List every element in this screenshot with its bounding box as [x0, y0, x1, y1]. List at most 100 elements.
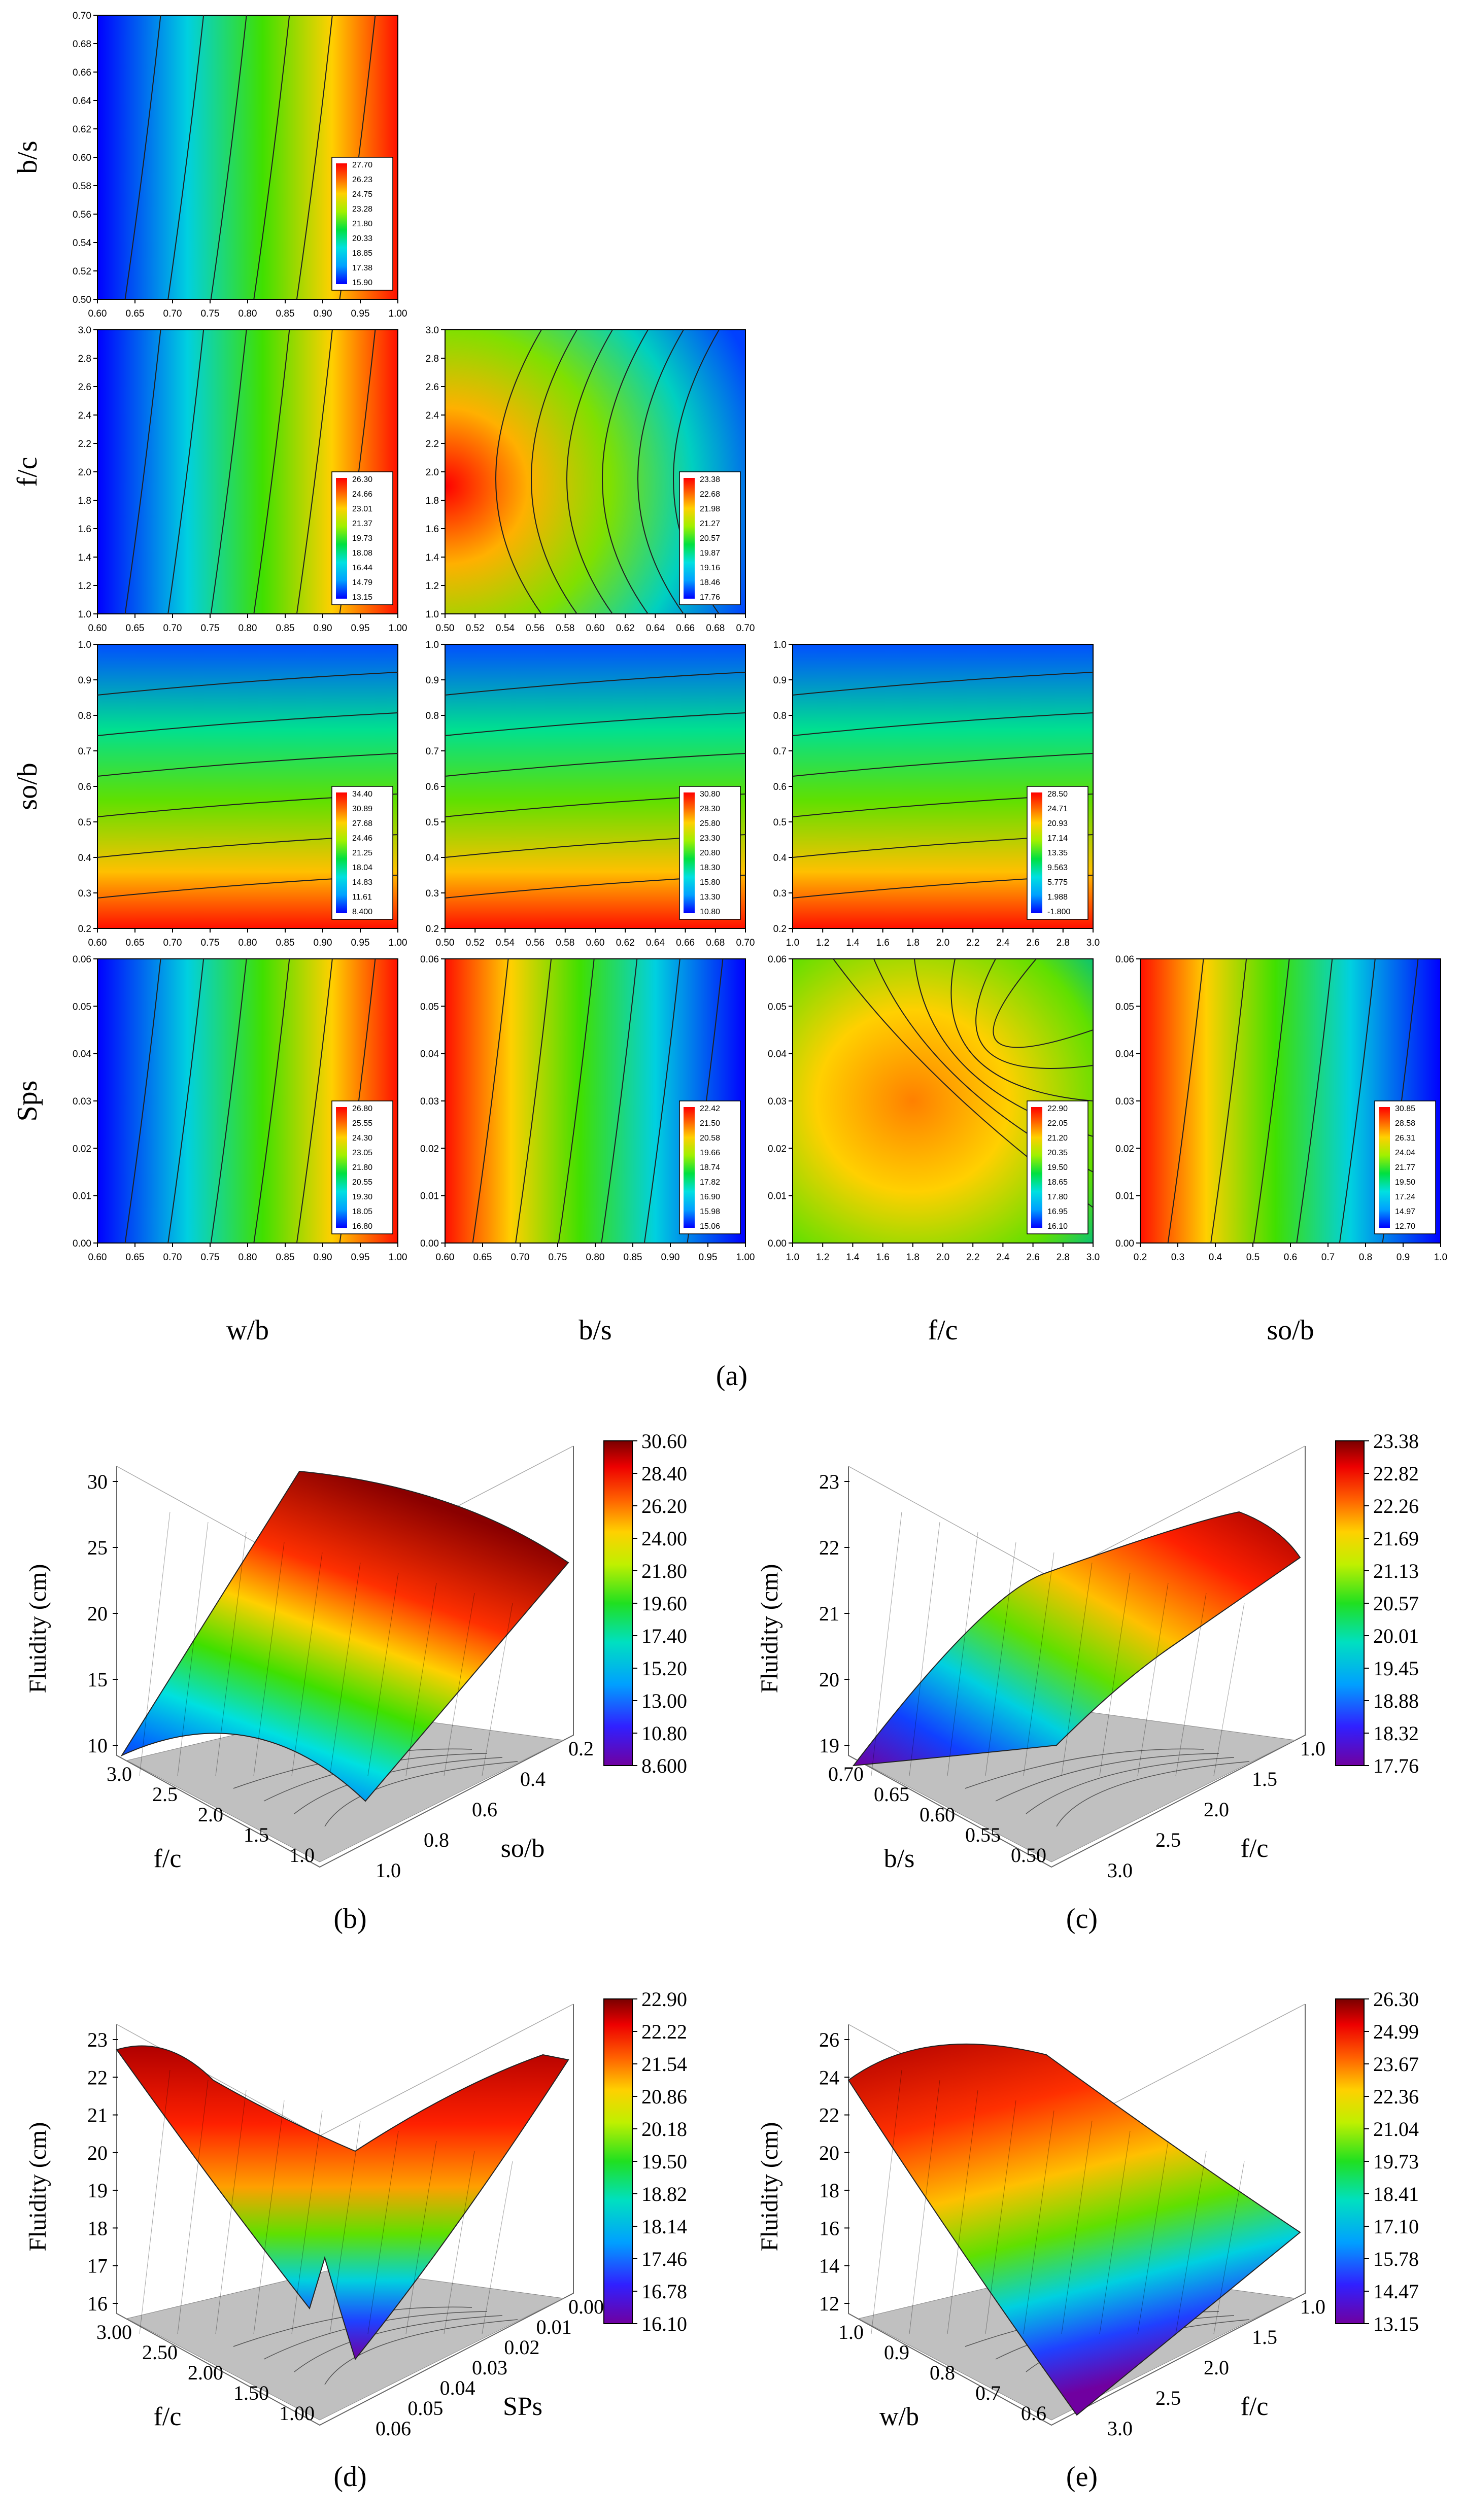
response-surface [847, 2043, 1301, 2416]
y-tick-label: 0.06 [376, 2417, 411, 2440]
legend-colorbar [684, 478, 695, 599]
mesh-line [291, 2110, 323, 2334]
y-tick-label: 1.6 [426, 524, 439, 535]
x-tick-label: 0.85 [624, 1252, 642, 1263]
legend-value: 24.30 [352, 1134, 372, 1143]
y-tick-label: 2.4 [78, 410, 92, 421]
legend-value: 5.775 [1047, 878, 1068, 887]
contour-line [993, 958, 1094, 1048]
z-axis-label: Fluidity (cm) [756, 1564, 783, 1694]
mesh-line [1099, 2130, 1131, 2334]
contour-line [97, 672, 398, 696]
legend-value: 1.988 [1047, 893, 1068, 902]
x-tick-label: 0.95 [699, 1252, 718, 1263]
axes-box [848, 1446, 1306, 1868]
legend-value: 13.30 [700, 893, 720, 902]
x-tick-label: 0.85 [276, 1252, 295, 1263]
contour-line [253, 15, 290, 300]
colorbar-label: 22.26 [1373, 1495, 1419, 1517]
x-axis-label: b/s [884, 1844, 915, 1873]
contour-line [210, 329, 247, 614]
x-tick-label: 0.68 [706, 938, 725, 948]
panel-label-a: (a) [716, 1360, 747, 1392]
colorbar-label: 21.13 [1373, 1560, 1419, 1582]
z-tick-label: 23 [819, 1470, 839, 1493]
mesh-line [1213, 2161, 1245, 2334]
legend-value: 20.93 [1047, 819, 1068, 828]
x-tick-label: 0.60 [586, 623, 605, 634]
y-tick-label: 0.5 [426, 817, 439, 828]
legend-value: 16.95 [1047, 1207, 1068, 1216]
response-surface [852, 1511, 1301, 1767]
x-tick-label: 2.8 [1057, 1252, 1070, 1263]
legend-value: 14.97 [1395, 1207, 1415, 1216]
legend-value: 19.87 [700, 549, 720, 558]
contour-line [167, 329, 205, 614]
colorbar-label: 20.86 [641, 2085, 687, 2108]
contour-line [637, 329, 684, 614]
contour-panel-fc-vs-bs: 0.50 0.52 0.54 0.56 0.58 0.60 0.62 0.64 0.66 0.68… [426, 325, 755, 634]
x-tick-label: 0.85 [276, 623, 295, 634]
contour-line [601, 958, 638, 1244]
x-tick-label: 1.0 [289, 1844, 315, 1867]
x-tick-label: 3.0 [107, 1763, 132, 1785]
y-tick-label: 0.03 [768, 1096, 787, 1107]
z-tick-label: 20 [819, 1668, 839, 1691]
y-tick-label: 0.54 [73, 238, 91, 249]
x-tick-label: 2.0 [936, 938, 949, 948]
z-tick-label: 25 [87, 1536, 108, 1559]
contour-line [167, 958, 205, 1244]
x-tick-label: 2.00 [188, 2361, 223, 2384]
contour-line [643, 958, 680, 1244]
colorbar-label: 20.01 [1373, 1625, 1419, 1647]
x-tick-label: 0.7 [975, 2381, 1001, 2404]
floor-contour-line [1056, 1761, 1250, 1827]
colorbar-label: 21.04 [1373, 2118, 1419, 2141]
y-tick-label: 0.68 [73, 39, 91, 50]
axes-box [116, 2004, 574, 2426]
legend-value: 16.44 [352, 564, 372, 572]
legend-value: 30.89 [352, 805, 372, 813]
y-tick-label: 0.5 [773, 817, 787, 828]
y-tick-label: 0.8 [426, 711, 439, 721]
colorbar-label: 17.40 [641, 1625, 687, 1647]
legend-value: 18.08 [352, 549, 372, 558]
mesh-line [444, 1593, 475, 1776]
y-tick-label: 0.02 [1115, 1144, 1134, 1154]
x-tick-label: 0.9 [1397, 1252, 1410, 1263]
colorbar [1335, 1440, 1365, 1766]
y-tick-label: 1.5 [1252, 2326, 1277, 2349]
contour-line [495, 329, 542, 614]
legend-value: 28.30 [700, 805, 720, 813]
contour-line [566, 329, 613, 614]
x-tick-label: 0.58 [556, 623, 574, 634]
legend-value: 23.01 [352, 505, 372, 513]
x-tick-label: 1.0 [786, 1252, 799, 1263]
legend-value: 20.55 [352, 1178, 372, 1187]
y-tick-label: 0.2 [426, 924, 439, 935]
mesh-line [482, 2161, 513, 2334]
x-tick-label: 0.70 [511, 1252, 530, 1263]
mesh-line [253, 2100, 285, 2334]
y-tick-label: 0.8 [78, 711, 91, 721]
legend-value: 18.85 [352, 249, 372, 258]
colorbar-label: 16.78 [641, 2280, 687, 2303]
colorbar-label: 18.14 [641, 2215, 687, 2238]
y-tick-label: 0.04 [73, 1049, 91, 1060]
y-tick-label: 2.0 [1204, 1798, 1229, 1821]
y-tick-label: 0.2 [773, 924, 787, 935]
colorbar-label: 26.20 [641, 1495, 687, 1517]
contour-line [445, 672, 746, 696]
y-tick-label: 0.02 [504, 2336, 539, 2359]
y-tick-label: 0.04 [768, 1049, 787, 1060]
x-tick-label: 0.60 [88, 623, 107, 634]
contour-panel-Sps-vs-fc: 1.0 1.2 1.4 1.6 1.8 2.0 2.2 2.4 2.6 2.8 3.0 0.00 0.0… [768, 954, 1100, 1263]
x-tick-label: 0.65 [126, 938, 145, 948]
contour-line [124, 329, 161, 614]
x-tick-label: 0.90 [314, 938, 332, 948]
contour-panel-sob-vs-fc: 1.0 1.2 1.4 1.6 1.8 2.0 2.2 2.4 2.6 2.8 3.0 0.2 0.3 0… [773, 640, 1100, 948]
y-tick-label: 1.0 [1300, 2295, 1325, 2318]
y-tick-label: 2.8 [78, 354, 91, 364]
y-tick-label: 3.0 [78, 325, 91, 336]
y-tick-label: 1.0 [1300, 1737, 1325, 1760]
